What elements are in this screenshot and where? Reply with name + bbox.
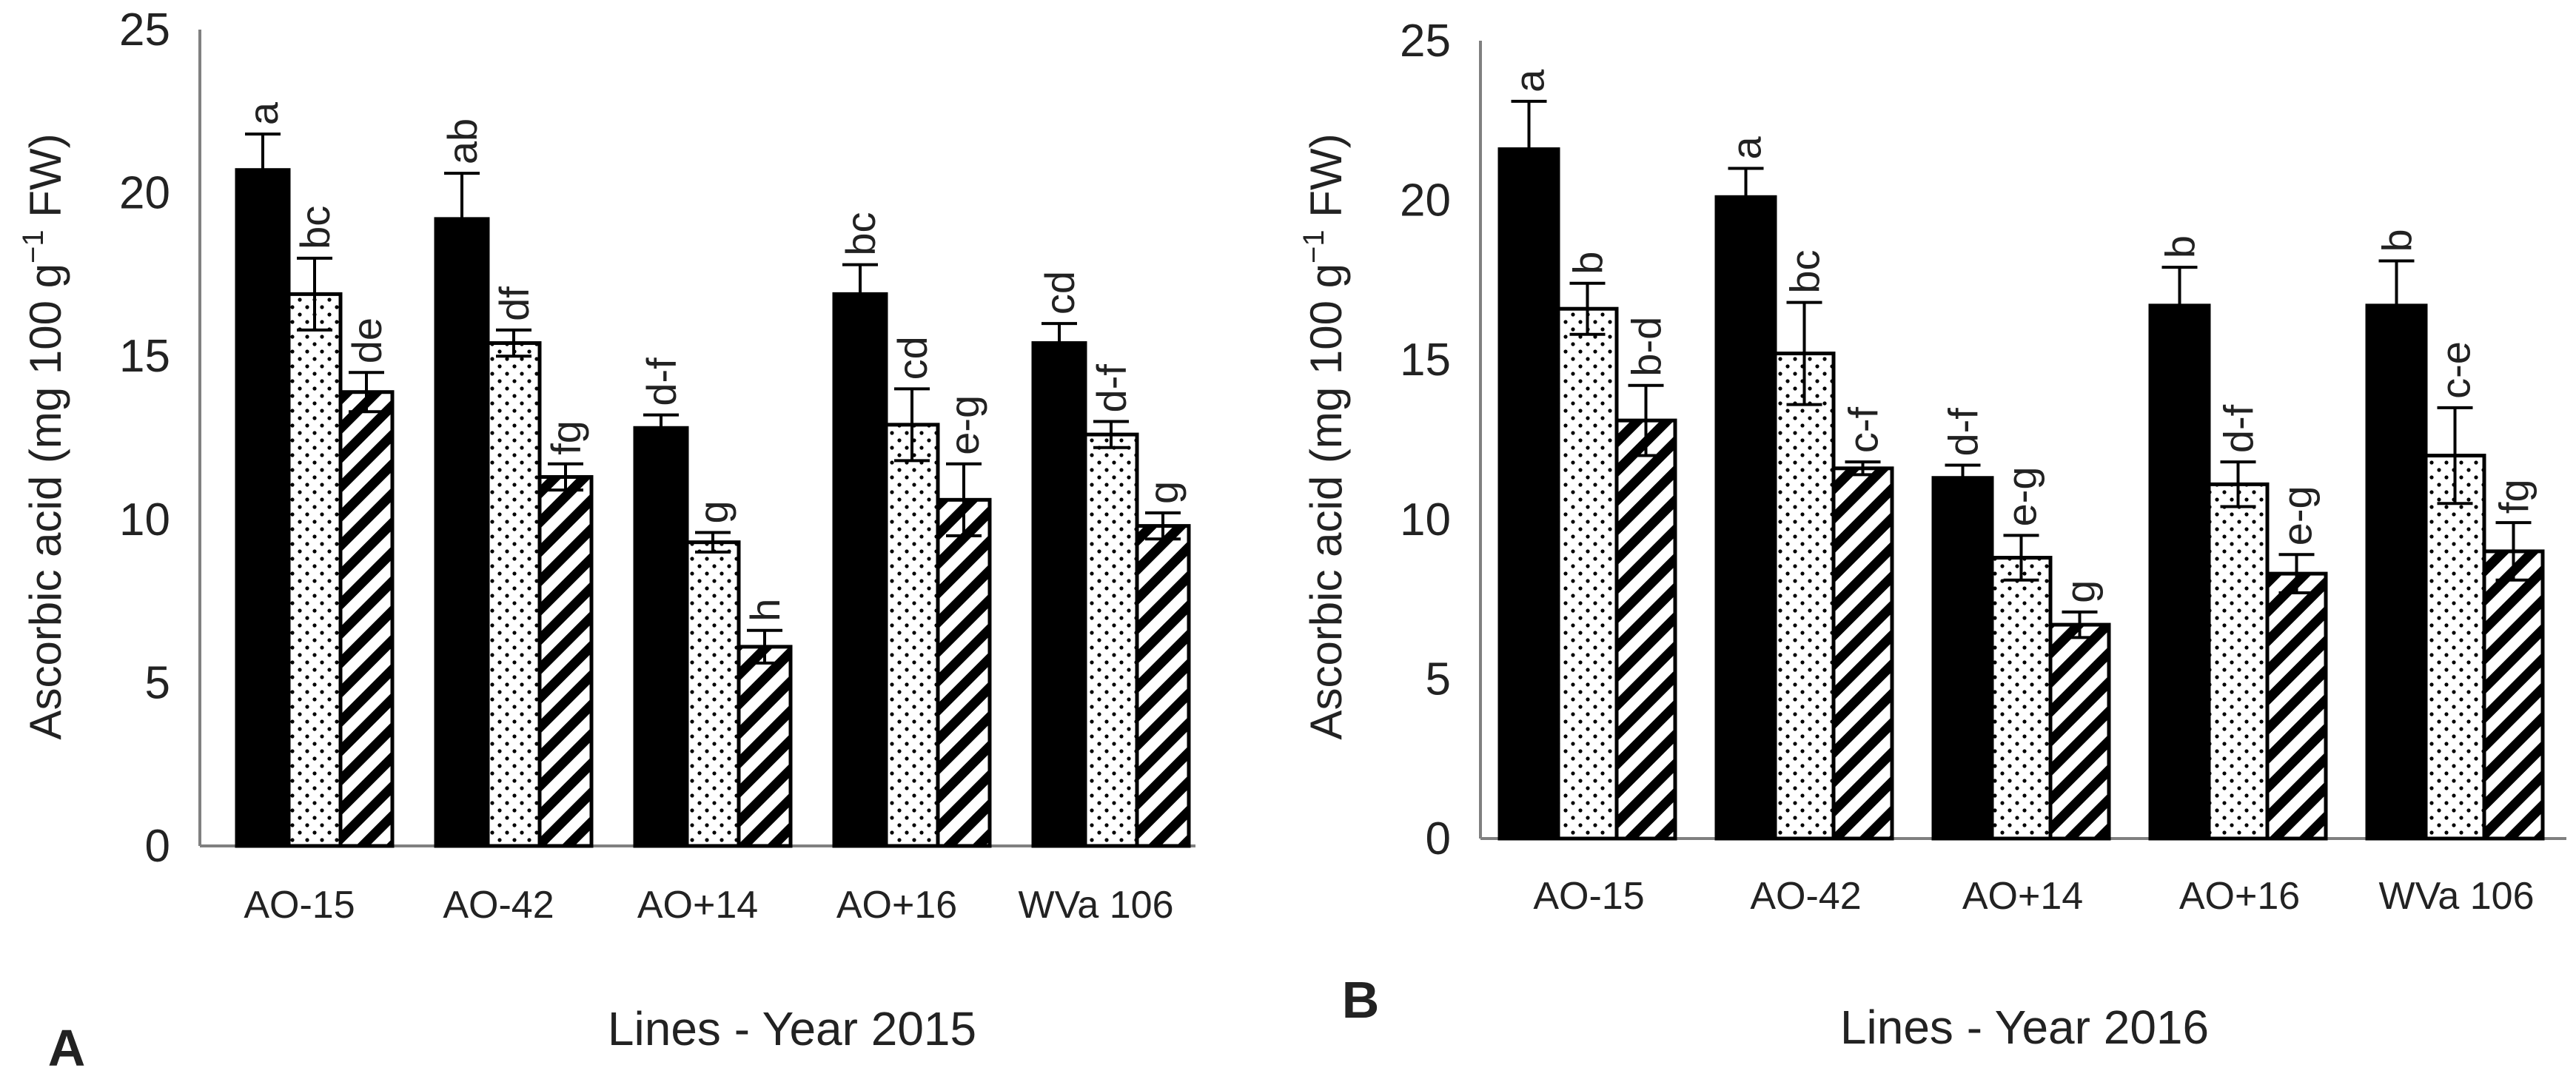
- significance-letter: cd: [1036, 271, 1083, 315]
- category-label: AO-42: [443, 884, 554, 927]
- significance-letter: g: [2057, 580, 2104, 603]
- bars: a ab d-f bc cd bc df g cd d-f de fg h e-g g: [235, 101, 1191, 848]
- bar: [1083, 432, 1139, 848]
- bar: [1614, 418, 1677, 841]
- bar: [235, 168, 291, 848]
- y-tick-label: 10: [119, 494, 170, 545]
- significance-letter: g: [1140, 481, 1187, 504]
- chart-panel-b: 0 5 10 15 20 25 a a d-f b b b bc e-g d-f c-e b-d c-f g e-g…: [1298, 16, 2566, 1054]
- bar: [1931, 476, 1994, 841]
- significance-letter: a: [240, 101, 286, 125]
- y-axis-label: Ascorbic acid (mg 100 g−1 FW): [17, 133, 70, 739]
- category-label: AO-15: [1533, 875, 1644, 918]
- significance-letter: fg: [543, 420, 589, 455]
- significance-letter: b: [1565, 252, 1611, 275]
- bar: [537, 474, 594, 848]
- significance-letter: d-f: [2216, 404, 2262, 453]
- category-label: WVa 106: [2378, 875, 2534, 918]
- bar: [2048, 622, 2111, 841]
- significance-letter: ab: [439, 118, 486, 164]
- bar: [1831, 466, 1894, 841]
- significance-letter: bc: [292, 206, 338, 249]
- bar: [2148, 303, 2211, 841]
- significance-letter: h: [742, 599, 788, 622]
- bar: [286, 292, 343, 848]
- bar: [2365, 303, 2428, 841]
- y-tick-label: 25: [1400, 16, 1451, 67]
- x-axis-label: Lines - Year 2016: [1840, 1001, 2209, 1054]
- bar: [1714, 195, 1777, 841]
- significance-letter: bc: [1782, 249, 1828, 293]
- bar: [1135, 524, 1191, 848]
- bar: [486, 341, 542, 848]
- significance-letter: bc: [837, 212, 884, 256]
- bar: [884, 423, 940, 848]
- bar: [2207, 482, 2270, 841]
- bar: [832, 292, 888, 848]
- significance-letter: a: [1723, 135, 1770, 159]
- bar: [2424, 454, 2486, 841]
- significance-letter: d-f: [1088, 364, 1135, 413]
- bar: [737, 645, 793, 848]
- significance-letter: c-f: [1840, 407, 1887, 454]
- category-label: WVa 106: [1018, 884, 1173, 927]
- y-tick-label: 20: [1400, 175, 1451, 226]
- bar: [2482, 549, 2545, 841]
- y-tick-label: 0: [1426, 813, 1451, 864]
- bar: [1990, 556, 2053, 841]
- significance-letter: d-f: [1940, 408, 1987, 457]
- y-tick-label: 0: [145, 821, 170, 872]
- significance-letter: b: [2374, 229, 2421, 252]
- y-tick-label: 10: [1400, 494, 1451, 545]
- y-tick-label: 15: [119, 331, 170, 382]
- category-labels: AO-15 AO-42 AO+14 AO+16 WVa 106: [1533, 875, 2534, 918]
- significance-letter: df: [491, 286, 537, 321]
- y-tick-label: 15: [1400, 335, 1451, 386]
- category-label: AO+16: [836, 884, 957, 927]
- bar: [434, 217, 490, 848]
- category-label: AO+14: [637, 884, 758, 927]
- panel-label-b: B: [1342, 971, 1380, 1029]
- category-label: AO+14: [1962, 875, 2083, 918]
- significance-letter: b: [2157, 235, 2204, 258]
- bar: [1031, 341, 1087, 848]
- y-tick-labels: 0 5 10 15 20 25: [1400, 16, 1451, 864]
- category-labels: AO-15 AO-42 AO+14 AO+16 WVa 106: [244, 884, 1173, 927]
- y-tick-label: 5: [145, 657, 170, 708]
- category-label: AO-15: [244, 884, 355, 927]
- significance-letter: fg: [2491, 479, 2538, 514]
- chart-panel-a: 0 5 10 15 20 25 a ab d-f bc cd bc df g cd d-f de fg h e-g g…: [17, 4, 1195, 1077]
- category-label: AO+16: [2179, 875, 2300, 918]
- significance-letter: e-g: [2274, 486, 2321, 545]
- bars: a a d-f b b b bc e-g d-f c-e b-d c-f g e-g fg: [1497, 69, 2545, 841]
- significance-letter: d-f: [638, 357, 685, 406]
- category-label: AO-42: [1750, 875, 1861, 918]
- bar: [936, 497, 992, 848]
- bar: [685, 540, 741, 848]
- bar: [1556, 306, 1619, 841]
- significance-letter: b-d: [1623, 317, 1670, 377]
- y-tick-labels: 0 5 10 15 20 25: [119, 4, 170, 872]
- bar: [1497, 147, 1560, 841]
- significance-letter: cd: [889, 336, 936, 380]
- significance-letter: de: [343, 318, 390, 363]
- bar: [338, 390, 395, 848]
- bar: [633, 426, 689, 848]
- bar: [2265, 571, 2328, 841]
- bar: [1773, 352, 1836, 841]
- panel-label-a: A: [48, 1019, 86, 1077]
- y-tick-label: 25: [119, 4, 170, 56]
- significance-letter: e-g: [941, 395, 987, 455]
- x-axis-label: Lines - Year 2015: [608, 1002, 976, 1055]
- significance-letter: e-g: [1999, 466, 2045, 526]
- y-tick-label: 20: [119, 168, 170, 219]
- y-axis-label: Ascorbic acid (mg 100 g−1 FW): [1298, 133, 1351, 739]
- significance-letter: g: [690, 500, 737, 523]
- significance-letter: c-e: [2432, 341, 2479, 399]
- y-tick-label: 5: [1426, 654, 1451, 705]
- significance-letter: a: [1506, 69, 1553, 93]
